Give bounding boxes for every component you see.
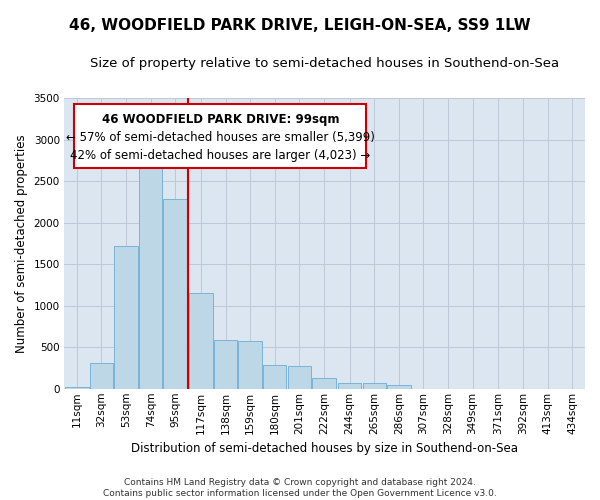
Text: 46 WOODFIELD PARK DRIVE: 99sqm: 46 WOODFIELD PARK DRIVE: 99sqm <box>101 112 339 126</box>
X-axis label: Distribution of semi-detached houses by size in Southend-on-Sea: Distribution of semi-detached houses by … <box>131 442 518 455</box>
Bar <box>115 246 138 389</box>
Bar <box>362 384 386 389</box>
Bar <box>238 340 262 389</box>
Bar <box>263 365 286 389</box>
Bar <box>163 200 187 389</box>
Bar <box>387 384 410 389</box>
Bar <box>312 378 335 389</box>
Bar <box>65 386 89 389</box>
Bar <box>338 382 361 389</box>
Text: 42% of semi-detached houses are larger (4,023) →: 42% of semi-detached houses are larger (… <box>70 149 370 162</box>
Y-axis label: Number of semi-detached properties: Number of semi-detached properties <box>15 134 28 352</box>
Text: 46, WOODFIELD PARK DRIVE, LEIGH-ON-SEA, SS9 1LW: 46, WOODFIELD PARK DRIVE, LEIGH-ON-SEA, … <box>69 18 531 32</box>
Bar <box>189 293 212 389</box>
Text: Contains HM Land Registry data © Crown copyright and database right 2024.
Contai: Contains HM Land Registry data © Crown c… <box>103 478 497 498</box>
Text: ← 57% of semi-detached houses are smaller (5,399): ← 57% of semi-detached houses are smalle… <box>66 131 375 144</box>
Bar <box>90 363 113 389</box>
Title: Size of property relative to semi-detached houses in Southend-on-Sea: Size of property relative to semi-detach… <box>90 58 559 70</box>
Bar <box>139 140 163 389</box>
Bar <box>287 366 311 389</box>
FancyBboxPatch shape <box>74 104 366 168</box>
Bar <box>214 340 237 389</box>
